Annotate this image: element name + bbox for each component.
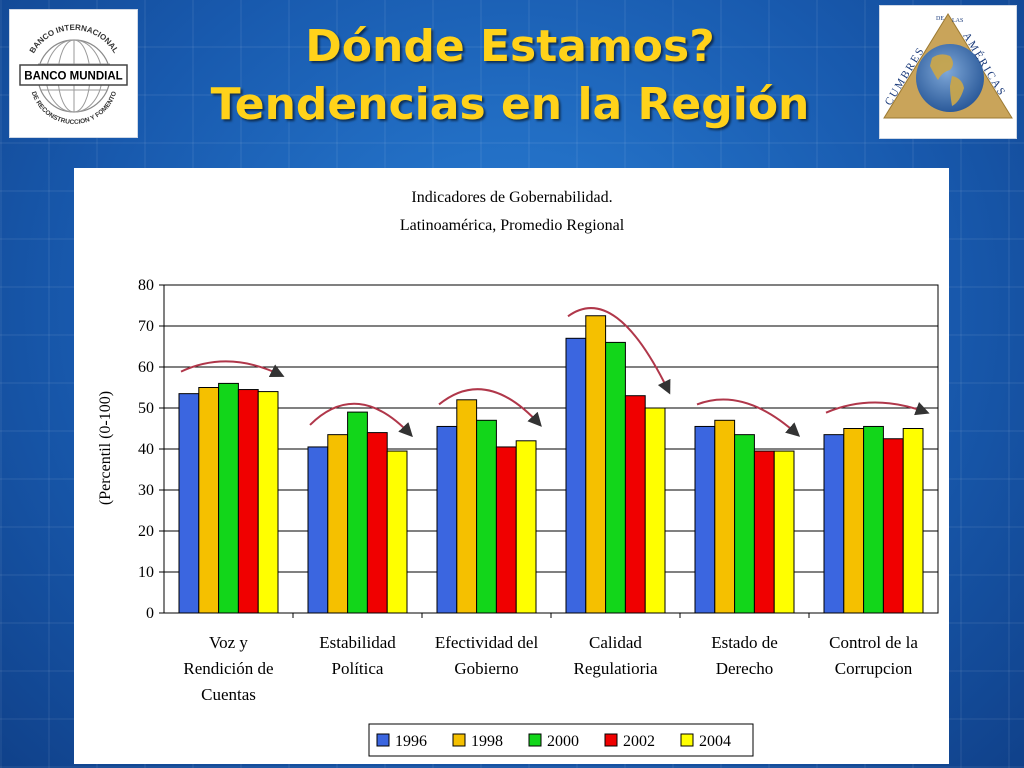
bar [714, 419, 736, 614]
chart-panel: Indicadores de Gobernabilidad. Latinoamé… [74, 168, 949, 764]
y-tick-label: 40 [138, 441, 154, 458]
category-label: Política [332, 659, 384, 678]
logo-de-text: DE [936, 16, 944, 22]
logo-las-text: LAS [952, 18, 963, 24]
world-bank-logo: BANCO INTERNACIONAL DE RECONSTRUCCION Y … [9, 9, 138, 138]
chart-subtitle: Latinoamérica, Promedio Regional [400, 217, 625, 234]
category-label: Cuentas [201, 685, 256, 704]
bar [773, 450, 795, 614]
bar [347, 411, 368, 614]
grid-lines [164, 325, 938, 573]
legend-swatch [604, 733, 618, 747]
bar [386, 450, 408, 614]
bar [734, 434, 755, 614]
legend-swatch [528, 733, 542, 747]
trend-arrow [309, 402, 413, 438]
legend-label: 1998 [471, 733, 503, 750]
chart-title: Indicadores de Gobernabilidad. [411, 189, 612, 206]
y-tick-label: 70 [138, 318, 154, 335]
bar [307, 446, 329, 614]
category-label: Rendición de [183, 659, 273, 678]
y-tick-label: 10 [138, 564, 154, 581]
bar [178, 393, 200, 614]
y-tick-label: 30 [138, 482, 154, 499]
bar [694, 425, 716, 614]
legend-label: 2002 [623, 733, 655, 750]
category-label: Regulatioria [573, 659, 657, 678]
bar [624, 395, 646, 614]
bar [823, 434, 845, 614]
bar [902, 428, 924, 614]
bar [436, 425, 458, 614]
bar [863, 425, 884, 614]
legend: 1996 1998 2000 2002 2004 [368, 723, 754, 757]
trend-arrow [567, 307, 671, 395]
bar [585, 315, 607, 614]
legend-label: 1996 [395, 733, 427, 750]
category-label: Estabilidad [319, 633, 396, 652]
bar [476, 419, 497, 614]
y-tick-label: 20 [138, 523, 154, 540]
category-label: Estado de [711, 633, 778, 652]
category-label: Efectividad del [435, 633, 539, 652]
category-label: Derecho [716, 659, 774, 678]
category-labels: Voz y Rendición de Cuentas Estabilidad Polít… [183, 633, 918, 704]
slide-title: Dónde Estamos? Tendencias en la Región [150, 18, 870, 134]
y-tick-label: 80 [138, 277, 154, 294]
bar [753, 450, 775, 614]
bars [178, 315, 924, 614]
globe-emblem-icon: BANCO INTERNACIONAL DE RECONSTRUCCION Y … [19, 23, 128, 126]
trend-arrow [696, 398, 801, 437]
bar [495, 446, 517, 614]
bar [515, 440, 537, 614]
slide-title-line1: Dónde Estamos? [305, 21, 715, 72]
bar [257, 391, 279, 614]
trend-arrow [825, 401, 930, 416]
category-label: Corrupcion [835, 659, 913, 678]
governance-bar-chart: Indicadores de Gobernabilidad. Latinoamé… [97, 189, 939, 757]
y-tick-label: 60 [138, 359, 154, 376]
trend-arrows [180, 307, 930, 438]
legend-swatch [452, 733, 466, 747]
category-label: Voz y [209, 633, 248, 652]
legend-label: 2000 [547, 733, 579, 750]
y-axis-label: (Percentil (0-100) [97, 391, 114, 505]
axes: 0 10 20 30 40 50 60 70 80 [138, 277, 939, 622]
y-tick-label: 0 [146, 605, 154, 622]
bar [366, 432, 388, 614]
trend-arrow [180, 360, 285, 377]
trend-arrow [438, 388, 542, 427]
bar [237, 389, 259, 614]
category-label: Control de la [829, 633, 918, 652]
bar [605, 341, 626, 614]
legend-swatch [376, 733, 390, 747]
bar [882, 438, 904, 614]
summit-emblem-icon: CUMBRES AMÉRICAS DE LAS [883, 13, 1013, 119]
slide-title-line2: Tendencias en la Región [210, 79, 810, 130]
logo-name-text: BANCO MUNDIAL [24, 71, 122, 83]
bar [327, 434, 349, 614]
category-label: Calidad [589, 633, 642, 652]
legend-label: 2004 [699, 733, 731, 750]
bar [218, 382, 239, 614]
bar [644, 407, 666, 614]
bar [843, 428, 865, 614]
category-label: Gobierno [454, 659, 518, 678]
cumbres-americas-logo: CUMBRES AMÉRICAS DE LAS [879, 5, 1017, 139]
legend-swatch [680, 733, 694, 747]
bar [456, 399, 478, 614]
bar [565, 337, 587, 614]
bar [198, 387, 220, 614]
y-tick-label: 50 [138, 400, 154, 417]
